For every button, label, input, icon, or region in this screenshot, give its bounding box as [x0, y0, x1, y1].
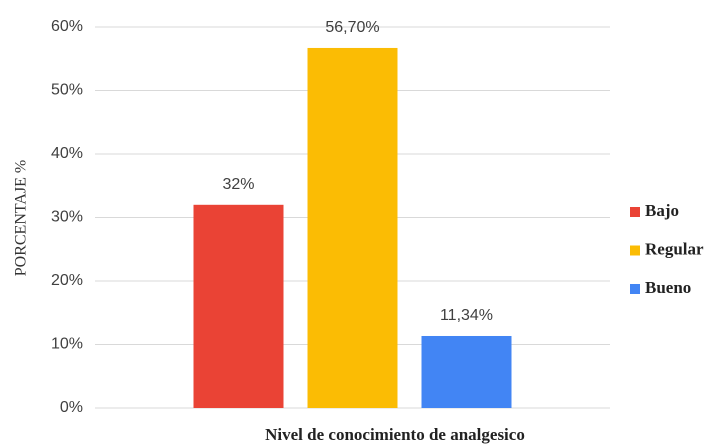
legend-swatch — [630, 207, 640, 217]
data-label: 56,70% — [325, 19, 379, 36]
data-label: 11,34% — [440, 307, 493, 324]
y-tick-label: 60% — [51, 18, 83, 35]
y-tick-label: 0% — [60, 399, 83, 416]
legend-swatch — [630, 284, 640, 294]
y-tick-label: 50% — [51, 82, 83, 99]
legend-label: Bueno — [645, 278, 691, 297]
x-axis-title: Nivel de conocimiento de analgesico — [265, 425, 525, 444]
bar — [193, 204, 284, 408]
legend-swatch — [630, 245, 640, 256]
y-tick-label: 10% — [51, 336, 83, 353]
y-tick-label: 40% — [51, 145, 83, 162]
bar — [307, 47, 398, 409]
legend-label: Regular — [645, 239, 704, 258]
legend-label: Bajo — [645, 201, 679, 220]
y-tick-label: 30% — [51, 209, 83, 226]
y-tick-label: 20% — [51, 272, 83, 289]
bar — [421, 335, 512, 408]
y-axis-title: PORCENTAJE % — [13, 160, 30, 277]
data-label: 32% — [222, 176, 254, 193]
